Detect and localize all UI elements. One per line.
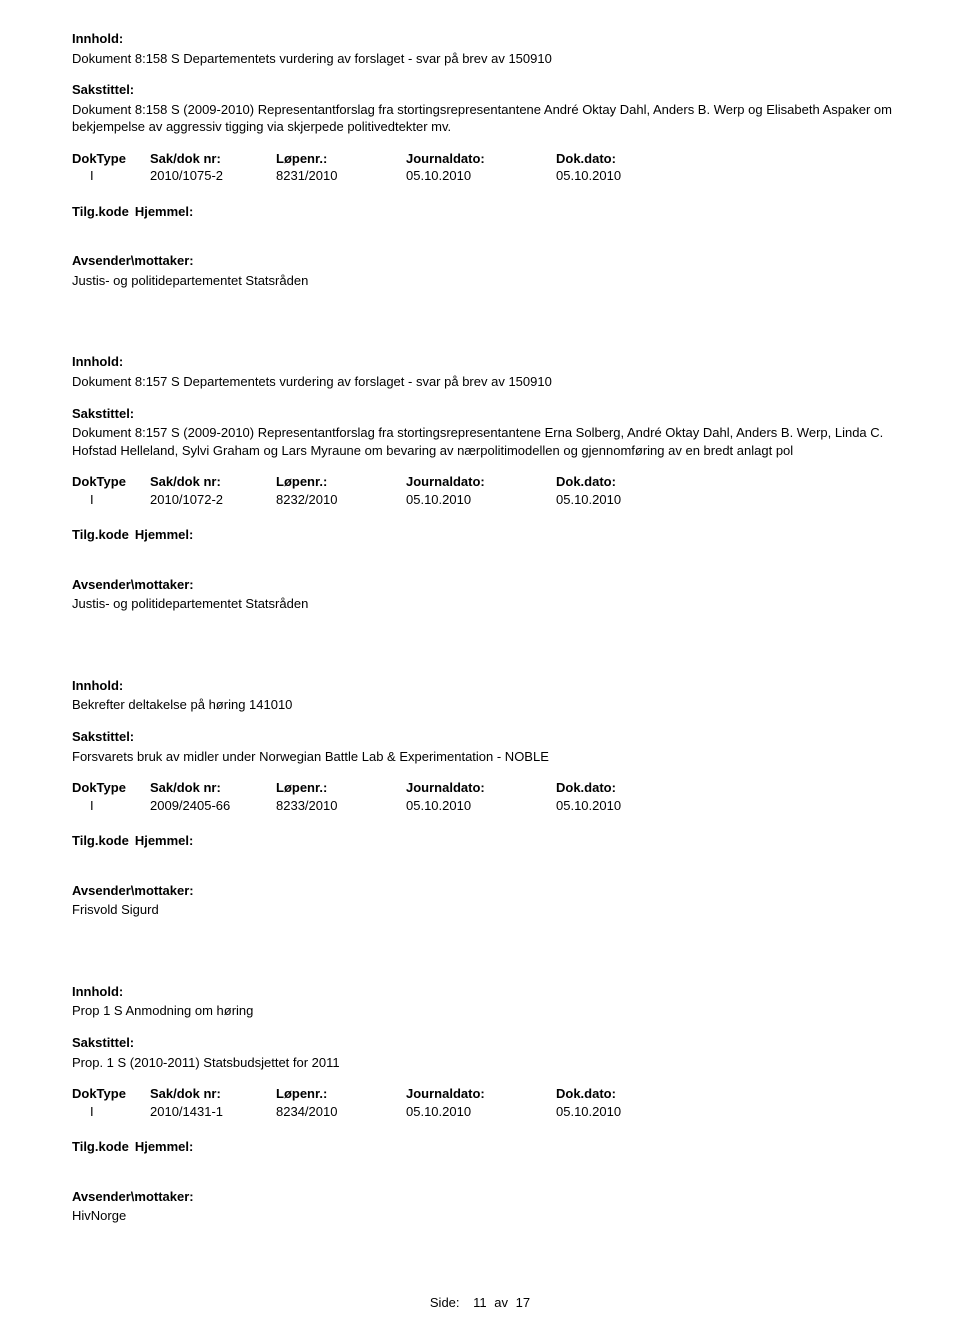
footer-av: av	[494, 1295, 508, 1310]
journal-record: Innhold: Bekrefter deltakelse på høring …	[72, 677, 900, 919]
hjemmel-label: Hjemmel:	[135, 1138, 194, 1156]
cell-doktype: I	[72, 1103, 150, 1121]
avsender-text: Frisvold Sigurd	[72, 901, 900, 919]
avsender-text: Justis- og politidepartementet Statsråde…	[72, 272, 900, 290]
footer-side-label: Side:	[430, 1295, 460, 1310]
cell-doktype: I	[72, 167, 150, 185]
cell-ddato: 05.10.2010	[556, 167, 676, 185]
cell-sakdok: 2009/2405-66	[150, 797, 276, 815]
innhold-label: Innhold:	[72, 677, 900, 695]
innhold-label: Innhold:	[72, 30, 900, 48]
innhold-text: Bekrefter deltakelse på høring 141010	[72, 696, 900, 714]
page-container: Innhold: Dokument 8:158 S Departementets…	[0, 0, 960, 1319]
col-header-journaldato: Journaldato:	[406, 473, 556, 491]
col-header-journaldato: Journaldato:	[406, 779, 556, 797]
cell-doktype: I	[72, 797, 150, 815]
col-header-sakdok: Sak/dok nr:	[150, 1085, 276, 1103]
avsender-label: Avsender\mottaker:	[72, 576, 900, 594]
cell-jdato: 05.10.2010	[406, 491, 556, 509]
cell-jdato: 05.10.2010	[406, 1103, 556, 1121]
avsender-text: Justis- og politidepartementet Statsråde…	[72, 595, 900, 613]
table-row: I 2010/1072-2 8232/2010 05.10.2010 05.10…	[72, 491, 900, 509]
avsender-label: Avsender\mottaker:	[72, 1188, 900, 1206]
tilgkode-row: Tilg.kode Hjemmel:	[72, 203, 900, 223]
footer-page-number: 11	[473, 1295, 487, 1310]
cell-sakdok: 2010/1075-2	[150, 167, 276, 185]
col-header-doktype: DokType	[72, 1085, 150, 1103]
cell-jdato: 05.10.2010	[406, 797, 556, 815]
sakstittel-text: Dokument 8:158 S (2009-2010) Representan…	[72, 101, 900, 136]
table-header-row: DokType Sak/dok nr: Løpenr.: Journaldato…	[72, 779, 900, 797]
sakstittel-label: Sakstittel:	[72, 728, 900, 746]
sakstittel-label: Sakstittel:	[72, 405, 900, 423]
cell-sakdok: 2010/1431-1	[150, 1103, 276, 1121]
cell-ddato: 05.10.2010	[556, 1103, 676, 1121]
table-header-row: DokType Sak/dok nr: Løpenr.: Journaldato…	[72, 1085, 900, 1103]
sakstittel-text: Dokument 8:157 S (2009-2010) Representan…	[72, 424, 900, 459]
table-row: I 2009/2405-66 8233/2010 05.10.2010 05.1…	[72, 797, 900, 815]
avsender-text: HivNorge	[72, 1207, 900, 1225]
innhold-text: Dokument 8:158 S Departementets vurderin…	[72, 50, 900, 68]
hjemmel-label: Hjemmel:	[135, 832, 194, 850]
col-header-doktype: DokType	[72, 779, 150, 797]
table-header-row: DokType Sak/dok nr: Løpenr.: Journaldato…	[72, 150, 900, 168]
col-header-dokdato: Dok.dato:	[556, 473, 676, 491]
tilgkode-label: Tilg.kode	[72, 526, 129, 544]
journal-record: Innhold: Dokument 8:157 S Departementets…	[72, 353, 900, 612]
sakstittel-label: Sakstittel:	[72, 1034, 900, 1052]
cell-lopenr: 8232/2010	[276, 491, 406, 509]
journal-record: Innhold: Prop 1 S Anmodning om høring Sa…	[72, 983, 900, 1225]
innhold-label: Innhold:	[72, 983, 900, 1001]
col-header-lopenr: Løpenr.:	[276, 473, 406, 491]
cell-doktype: I	[72, 491, 150, 509]
tilgkode-label: Tilg.kode	[72, 203, 129, 221]
page-footer: Side: 11 av 17	[0, 1294, 960, 1312]
tilgkode-label: Tilg.kode	[72, 1138, 129, 1156]
col-header-dokdato: Dok.dato:	[556, 779, 676, 797]
sakstittel-text: Prop. 1 S (2010-2011) Statsbudsjettet fo…	[72, 1054, 900, 1072]
col-header-journaldato: Journaldato:	[406, 1085, 556, 1103]
cell-ddato: 05.10.2010	[556, 491, 676, 509]
table-header-row: DokType Sak/dok nr: Løpenr.: Journaldato…	[72, 473, 900, 491]
cell-lopenr: 8231/2010	[276, 167, 406, 185]
col-header-lopenr: Løpenr.:	[276, 1085, 406, 1103]
avsender-label: Avsender\mottaker:	[72, 882, 900, 900]
tilgkode-label: Tilg.kode	[72, 832, 129, 850]
col-header-dokdato: Dok.dato:	[556, 1085, 676, 1103]
col-header-sakdok: Sak/dok nr:	[150, 473, 276, 491]
tilgkode-row: Tilg.kode Hjemmel:	[72, 526, 900, 546]
innhold-label: Innhold:	[72, 353, 900, 371]
sakstittel-text: Forsvarets bruk av midler under Norwegia…	[72, 748, 900, 766]
col-header-sakdok: Sak/dok nr:	[150, 150, 276, 168]
cell-ddato: 05.10.2010	[556, 797, 676, 815]
tilgkode-row: Tilg.kode Hjemmel:	[72, 1138, 900, 1158]
col-header-journaldato: Journaldato:	[406, 150, 556, 168]
cell-sakdok: 2010/1072-2	[150, 491, 276, 509]
table-row: I 2010/1431-1 8234/2010 05.10.2010 05.10…	[72, 1103, 900, 1121]
avsender-label: Avsender\mottaker:	[72, 252, 900, 270]
tilgkode-row: Tilg.kode Hjemmel:	[72, 832, 900, 852]
cell-jdato: 05.10.2010	[406, 167, 556, 185]
hjemmel-label: Hjemmel:	[135, 526, 194, 544]
table-row: I 2010/1075-2 8231/2010 05.10.2010 05.10…	[72, 167, 900, 185]
col-header-dokdato: Dok.dato:	[556, 150, 676, 168]
col-header-doktype: DokType	[72, 150, 150, 168]
sakstittel-label: Sakstittel:	[72, 81, 900, 99]
footer-total-pages: 17	[516, 1295, 530, 1310]
col-header-sakdok: Sak/dok nr:	[150, 779, 276, 797]
journal-record: Innhold: Dokument 8:158 S Departementets…	[72, 30, 900, 289]
col-header-doktype: DokType	[72, 473, 150, 491]
innhold-text: Prop 1 S Anmodning om høring	[72, 1002, 900, 1020]
cell-lopenr: 8234/2010	[276, 1103, 406, 1121]
col-header-lopenr: Løpenr.:	[276, 779, 406, 797]
innhold-text: Dokument 8:157 S Departementets vurderin…	[72, 373, 900, 391]
col-header-lopenr: Løpenr.:	[276, 150, 406, 168]
hjemmel-label: Hjemmel:	[135, 203, 194, 221]
cell-lopenr: 8233/2010	[276, 797, 406, 815]
